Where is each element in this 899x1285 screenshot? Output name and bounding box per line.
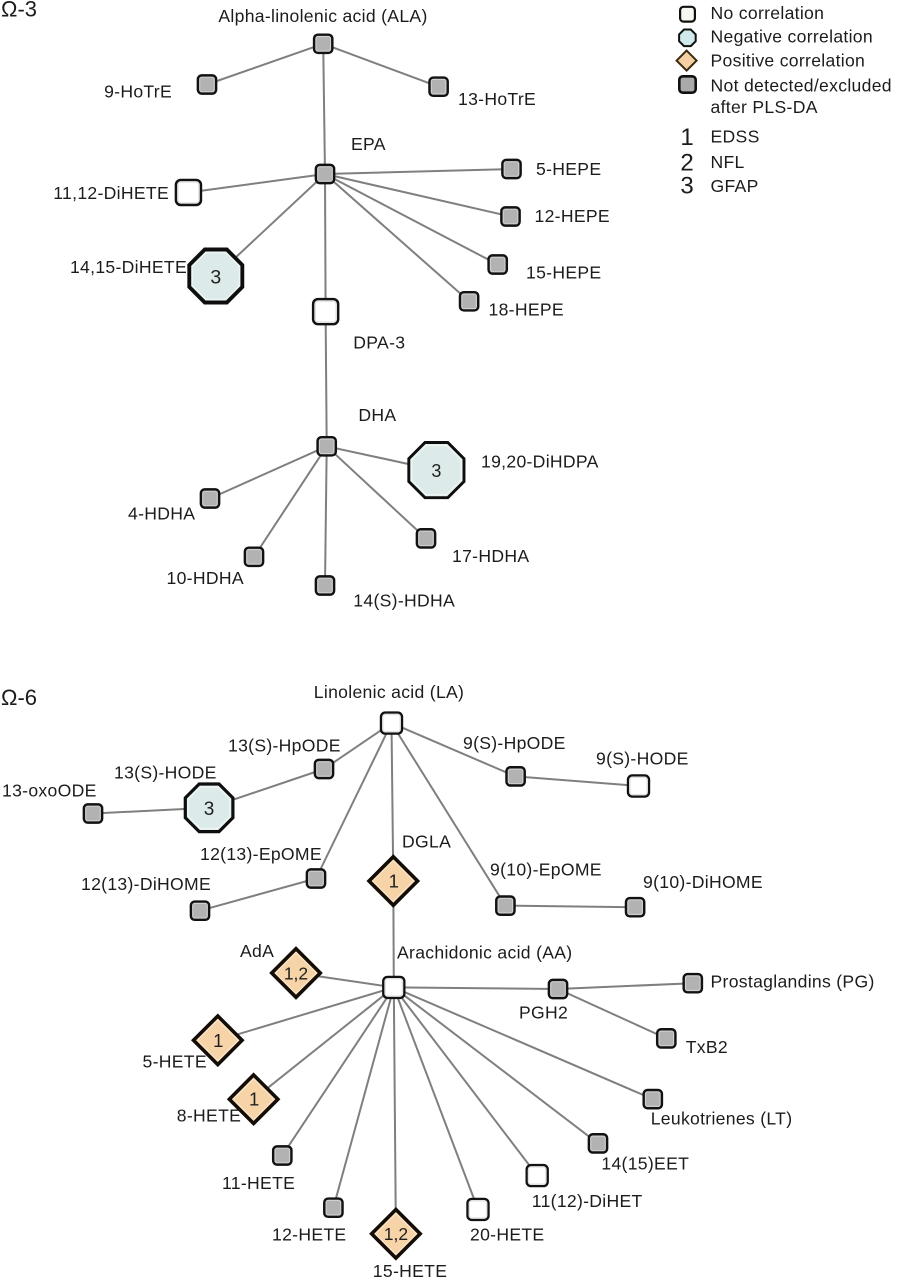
- svg-text:GFAP: GFAP: [711, 176, 759, 196]
- svg-text:1: 1: [213, 1030, 223, 1051]
- svg-text:8-HETE: 8-HETE: [177, 1106, 241, 1126]
- svg-text:13(S)-HODE: 13(S)-HODE: [114, 763, 217, 783]
- svg-text:DHA: DHA: [358, 405, 396, 425]
- svg-text:EDSS: EDSS: [711, 126, 760, 146]
- svg-text:Positive correlation: Positive correlation: [711, 50, 866, 70]
- svg-text:18-HEPE: 18-HEPE: [489, 300, 564, 320]
- svg-text:3: 3: [204, 799, 215, 820]
- svg-text:4-HDHA: 4-HDHA: [128, 504, 195, 524]
- svg-text:3: 3: [210, 266, 221, 288]
- svg-text:DPA-3: DPA-3: [353, 333, 405, 353]
- svg-text:Alpha-linolenic acid (ALA): Alpha-linolenic acid (ALA): [218, 6, 427, 26]
- svg-text:14,15-DiHETE: 14,15-DiHETE: [70, 257, 187, 277]
- svg-text:Prostaglandins (PG): Prostaglandins (PG): [711, 972, 875, 992]
- svg-text:DGLA: DGLA: [402, 832, 451, 852]
- svg-text:11,12-DiHETE: 11,12-DiHETE: [53, 183, 169, 203]
- svg-text:14(S)-HDHA: 14(S)-HDHA: [353, 591, 455, 611]
- svg-text:1: 1: [680, 124, 693, 151]
- svg-text:1: 1: [389, 871, 399, 892]
- svg-text:after PLS-DA: after PLS-DA: [711, 97, 818, 117]
- svg-text:Not detected/excluded: Not detected/excluded: [711, 75, 892, 95]
- svg-text:15-HEPE: 15-HEPE: [526, 263, 601, 283]
- svg-text:EPA: EPA: [351, 134, 386, 154]
- svg-text:13-oxoODE: 13-oxoODE: [2, 781, 97, 801]
- svg-text:1,2: 1,2: [384, 1224, 408, 1244]
- svg-text:12(13)-EpOME: 12(13)-EpOME: [200, 844, 322, 864]
- svg-text:9-HoTrE: 9-HoTrE: [104, 82, 172, 102]
- svg-text:15-HETE: 15-HETE: [373, 1261, 447, 1280]
- svg-text:17-HDHA: 17-HDHA: [452, 546, 529, 566]
- svg-text:Negative correlation: Negative correlation: [711, 27, 873, 47]
- svg-text:20-HETE: 20-HETE: [470, 1225, 544, 1245]
- svg-text:5-HEPE: 5-HEPE: [536, 159, 601, 179]
- svg-text:5-HETE: 5-HETE: [143, 1052, 207, 1072]
- svg-text:12(13)-DiHOME: 12(13)-DiHOME: [81, 874, 211, 894]
- svg-text:19,20-DiHDPA: 19,20-DiHDPA: [481, 452, 599, 472]
- svg-text:14(15)EET: 14(15)EET: [601, 1154, 689, 1174]
- svg-text:Ω-3: Ω-3: [1, 0, 37, 22]
- svg-text:12-HEPE: 12-HEPE: [535, 206, 610, 226]
- svg-text:AdA: AdA: [240, 941, 274, 961]
- svg-text:No correlation: No correlation: [711, 3, 825, 23]
- svg-text:13(S)-HpODE: 13(S)-HpODE: [228, 736, 341, 756]
- svg-text:1,2: 1,2: [284, 963, 308, 983]
- svg-text:11(12)-DiHET: 11(12)-DiHET: [532, 1191, 643, 1211]
- svg-text:NFL: NFL: [711, 152, 745, 172]
- svg-text:3: 3: [431, 461, 441, 481]
- svg-text:Linolenic acid (LA): Linolenic acid (LA): [314, 682, 464, 702]
- svg-text:9(S)-HODE: 9(S)-HODE: [596, 749, 689, 769]
- svg-text:TxB2: TxB2: [686, 1037, 728, 1057]
- svg-text:2: 2: [680, 149, 693, 176]
- svg-text:13-HoTrE: 13-HoTrE: [458, 89, 536, 109]
- svg-text:Leukotrienes (LT): Leukotrienes (LT): [651, 1109, 793, 1129]
- svg-text:9(10)-DiHOME: 9(10)-DiHOME: [643, 872, 763, 892]
- svg-text:11-HETE: 11-HETE: [222, 1173, 295, 1193]
- svg-text:Ω-6: Ω-6: [1, 685, 37, 710]
- svg-text:1: 1: [249, 1089, 259, 1110]
- svg-text:10-HDHA: 10-HDHA: [167, 568, 244, 588]
- svg-text:9(S)-HpODE: 9(S)-HpODE: [463, 733, 566, 753]
- svg-text:3: 3: [680, 173, 693, 200]
- svg-text:PGH2: PGH2: [519, 1003, 568, 1023]
- svg-text:12-HETE: 12-HETE: [272, 1225, 346, 1245]
- svg-text:9(10)-EpOME: 9(10)-EpOME: [490, 860, 602, 880]
- svg-text:Arachidonic acid (AA): Arachidonic acid (AA): [397, 943, 572, 963]
